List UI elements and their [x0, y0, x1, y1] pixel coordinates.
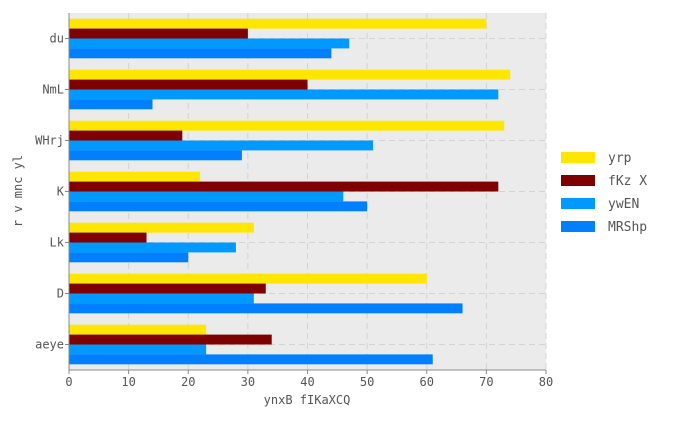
y-tick-label: K	[57, 185, 65, 199]
bar-WHrj-2	[69, 140, 374, 151]
bar-du-0	[69, 18, 487, 29]
bar-D-2	[69, 293, 254, 304]
legend-swatch	[561, 175, 595, 186]
x-tick-label: 0	[65, 375, 72, 389]
bar-aeye-3	[69, 354, 433, 365]
x-tick-label: 40	[300, 375, 314, 389]
x-axis-label: ynxB fIKaXCQ	[264, 393, 351, 407]
legend-label: fKz X	[608, 174, 647, 189]
bar-NmL-0	[69, 69, 511, 80]
y-tick-label: NmL	[42, 83, 64, 97]
x-tick-label: 50	[360, 375, 374, 389]
x-tick-label: 30	[241, 375, 255, 389]
y-tick-label: D	[57, 287, 64, 301]
x-tick-label: 10	[121, 375, 135, 389]
bar-K-0	[69, 171, 201, 182]
bar-du-3	[69, 48, 332, 59]
bar-Lk-2	[69, 242, 236, 253]
bar-aeye-2	[69, 344, 207, 355]
legend-label: ywEN	[608, 197, 639, 212]
x-tick-label: 20	[181, 375, 195, 389]
bar-K-3	[69, 201, 368, 212]
bars	[69, 18, 511, 365]
bar-NmL-3	[69, 99, 153, 110]
bar-du-1	[69, 28, 248, 39]
bar-Lk-3	[69, 252, 189, 263]
legend-swatch	[561, 152, 595, 163]
bar-aeye-1	[69, 334, 272, 345]
bar-D-0	[69, 273, 427, 284]
x-tick-label: 60	[420, 375, 434, 389]
bar-NmL-1	[69, 79, 308, 90]
legend: yrp fKz X ywEN MRShp	[561, 151, 647, 235]
bar-aeye-0	[69, 324, 207, 335]
bar-du-2	[69, 38, 350, 49]
bar-D-3	[69, 303, 463, 314]
y-tick-label: WHrj	[35, 134, 64, 148]
y-axis-label: r v mnc yl	[11, 155, 25, 227]
x-tick-label: 70	[479, 375, 493, 389]
bar-WHrj-0	[69, 120, 505, 131]
bar-K-1	[69, 181, 499, 192]
legend-label: yrp	[608, 151, 632, 166]
bar-WHrj-3	[69, 150, 242, 161]
legend-swatch	[561, 198, 595, 209]
legend-label: MRShp	[608, 220, 647, 235]
y-tick-label: du	[50, 32, 64, 46]
bar-Lk-0	[69, 222, 254, 233]
y-tick-label: aeye	[35, 338, 64, 352]
bar-K-2	[69, 191, 344, 202]
x-tick-label: 80	[539, 375, 553, 389]
bar-NmL-2	[69, 89, 499, 100]
bar-D-1	[69, 283, 266, 294]
y-tick-label: Lk	[50, 236, 65, 250]
x-axis: 0 10 20 30 40 50 60 70 80	[65, 369, 553, 389]
bar-Lk-1	[69, 232, 147, 243]
bar-WHrj-1	[69, 130, 183, 141]
legend-swatch	[561, 221, 595, 232]
